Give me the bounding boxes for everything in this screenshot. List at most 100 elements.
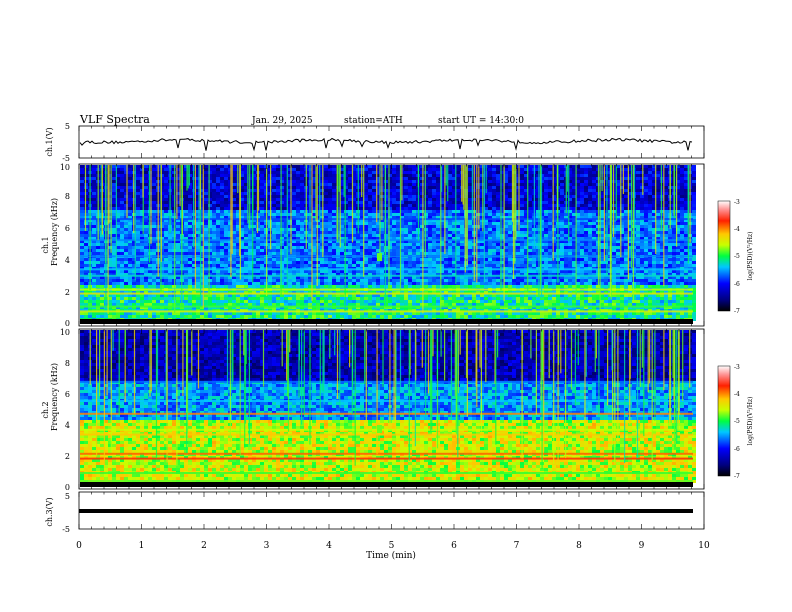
spectrogram-cell — [284, 189, 288, 192]
spectrogram-cell — [212, 213, 216, 216]
spectrogram-cell — [176, 276, 180, 279]
spectrogram-cell — [332, 312, 336, 315]
spectrogram-cell — [240, 171, 244, 174]
spectrogram-cell — [200, 186, 204, 189]
spectrogram-cell — [212, 231, 216, 234]
spectrogram-cell — [184, 279, 188, 282]
spectrogram-cell — [436, 222, 440, 225]
spectrogram-cell — [128, 234, 132, 237]
spectrogram-cell — [360, 315, 364, 318]
spectrogram-cell — [176, 312, 180, 315]
spectrogram-cell — [316, 225, 320, 228]
spectrogram-cell — [388, 189, 392, 192]
spectrogram-cell — [188, 216, 192, 219]
spectrogram-cell — [196, 195, 200, 198]
spectrogram-cell — [200, 195, 204, 198]
spectrogram-cell — [396, 252, 400, 255]
spectrogram-cell — [376, 207, 380, 210]
spectrogram-cell — [216, 183, 220, 186]
spectrogram-cell — [196, 168, 200, 171]
spectrogram-cell — [168, 279, 172, 282]
spectrogram-cell — [392, 186, 396, 189]
spectrogram-cell — [204, 225, 208, 228]
spectrogram-cell — [244, 192, 248, 195]
spectrogram-cell — [260, 216, 264, 219]
spectrogram-cell — [228, 171, 232, 174]
spectrogram-cell — [124, 183, 128, 186]
spectrogram-cell — [176, 198, 180, 201]
spectrogram-cell — [124, 180, 128, 183]
spectrogram-cell — [224, 225, 228, 228]
spectrogram-cell — [428, 291, 432, 294]
spectrogram-cell — [200, 210, 204, 213]
spectrogram-cell — [220, 312, 224, 315]
spectrogram-cell — [400, 273, 404, 276]
spectrogram-cell — [164, 291, 168, 294]
spectrogram-cell — [120, 222, 124, 225]
spectrogram-cell — [144, 261, 148, 264]
spectrogram-cell — [272, 261, 276, 264]
spectrogram-cell — [444, 312, 448, 315]
spectrogram-cell — [232, 240, 236, 243]
spectrogram-cell — [432, 198, 436, 201]
spectrogram-cell — [192, 252, 196, 255]
spectrogram-cell — [228, 300, 232, 303]
spectrogram-cell — [176, 171, 180, 174]
spectrogram-cell — [448, 207, 452, 210]
spectrogram-cell — [296, 264, 300, 267]
spectrogram-cell — [284, 249, 288, 252]
spectrogram-cell — [168, 276, 172, 279]
spectrogram-cell — [244, 204, 248, 207]
spectrogram-cell — [340, 261, 344, 264]
spectrogram-cell — [388, 315, 392, 318]
spectrogram-cell — [320, 258, 324, 261]
spectrogram-cell — [296, 315, 300, 318]
spectrogram-cell — [376, 183, 380, 186]
spectrogram-cell — [192, 285, 196, 288]
spectrogram-cell — [216, 240, 220, 243]
spectrogram-cell — [288, 204, 292, 207]
spectrogram-cell — [128, 252, 132, 255]
spectrogram-cell — [412, 279, 416, 282]
spectrogram-cell — [144, 252, 148, 255]
spectrogram-cell — [456, 234, 460, 237]
spectrogram-cell — [136, 171, 140, 174]
spectrogram-cell — [396, 276, 400, 279]
spectrogram-cell — [208, 186, 212, 189]
spectrogram-cell — [428, 312, 432, 315]
spectrogram-cell — [372, 237, 376, 240]
spectrogram-cell — [404, 276, 408, 279]
spectrogram-cell — [404, 240, 408, 243]
spectrogram-cell — [176, 294, 180, 297]
spectrogram-cell — [396, 198, 400, 201]
spectrogram-cell — [316, 294, 320, 297]
spectrogram-cell — [80, 249, 84, 252]
spectrogram-cell — [380, 222, 384, 225]
spectrogram-cell — [288, 207, 292, 210]
spectrogram-cell — [224, 249, 228, 252]
spectrogram-cell — [276, 231, 280, 234]
spectrogram-cell — [356, 270, 360, 273]
spectrogram-cell — [192, 279, 196, 282]
spectrogram-cell — [400, 225, 404, 228]
spectrogram-cell — [272, 231, 276, 234]
spectrogram-cell — [300, 231, 304, 234]
spectrogram-cell — [188, 258, 192, 261]
spectrogram-cell — [312, 183, 316, 186]
spectrogram-cell — [196, 210, 200, 213]
spectrogram-cell — [396, 171, 400, 174]
spectrogram-cell — [448, 285, 452, 288]
spectrogram-cell — [404, 204, 408, 207]
spectrogram-cell — [352, 312, 356, 315]
spectrogram-cell — [372, 189, 376, 192]
spectrogram-cell — [376, 228, 380, 231]
spectrogram-cell — [164, 276, 168, 279]
spectrogram-cell — [92, 195, 96, 198]
spectrogram-cell — [292, 225, 296, 228]
spectrogram-cell — [448, 243, 452, 246]
spectrogram-cell — [240, 225, 244, 228]
spectrogram-cell — [240, 234, 244, 237]
spectrogram-cell — [216, 174, 220, 177]
spectrogram-cell — [436, 201, 440, 204]
spectrogram-cell — [356, 261, 360, 264]
